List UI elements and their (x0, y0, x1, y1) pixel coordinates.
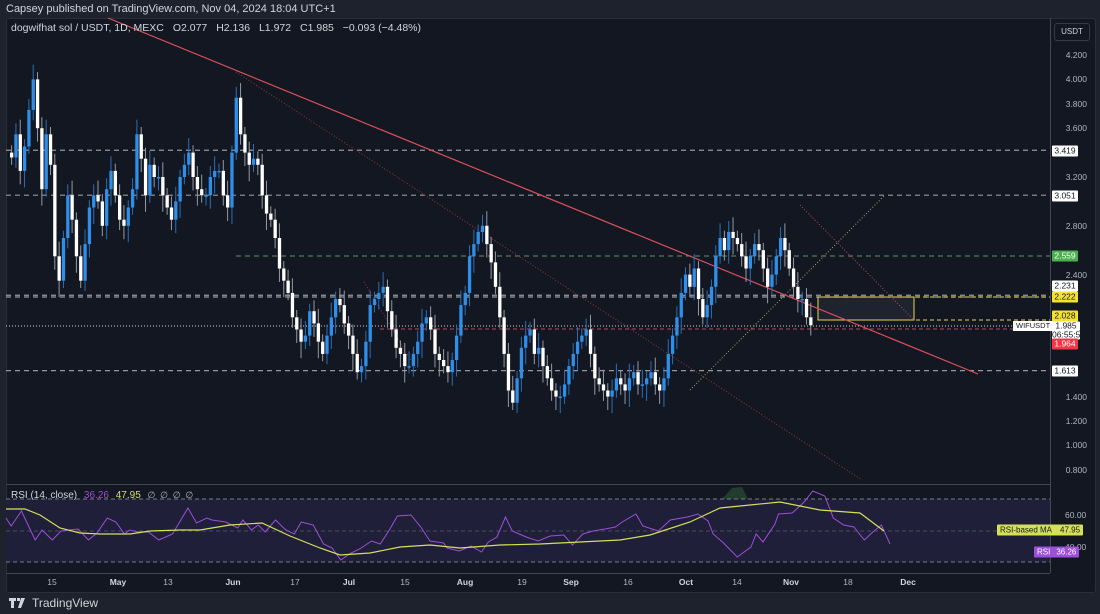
price-level-label: 2.222 (1052, 291, 1078, 303)
rsi-ma-value: 47.95 (115, 490, 141, 501)
rsi-tag: RSI 36.26 (1034, 546, 1080, 558)
price-tick: 4.000 (1065, 74, 1087, 85)
price-tick: 2.800 (1065, 220, 1087, 231)
price-tick: 2.400 (1065, 269, 1087, 280)
time-tick: 13 (163, 577, 173, 587)
null-icon: ∅ (147, 490, 156, 500)
time-tick: 15 (47, 577, 57, 587)
ohlc-high: H2.136 (216, 22, 251, 34)
time-tick: Jul (342, 577, 356, 587)
price-tick: 1.400 (1065, 391, 1087, 402)
time-tick: Sep (563, 577, 579, 587)
price-tick: 1.000 (1065, 440, 1087, 451)
price-tick: 0.800 (1065, 464, 1087, 475)
time-tick: 14 (732, 577, 742, 587)
time-axis[interactable]: 15 May 13 Jun 17 Jul 15 Aug 19 Sep 16 Oct 14 Nov 18 Dec (6, 573, 1050, 592)
price-level-label: 1.985 (1052, 321, 1080, 331)
price-tick: 4.200 (1065, 50, 1087, 60)
price-level-label: 2.559 (1052, 250, 1078, 262)
time-tick: 19 (517, 577, 527, 587)
ohlc-close: C1.985 (300, 22, 334, 34)
rsi-tag-label: RSI (1037, 547, 1051, 557)
time-tick: Nov (782, 577, 800, 587)
pane-separator[interactable] (6, 484, 1050, 485)
rsi-axis-tick: 60.00 (1065, 510, 1087, 520)
time-tick: May (109, 577, 127, 587)
publish-bar: Capsey published on TradingView.com, Nov… (0, 0, 1100, 18)
price-level-label: 1.964 (1052, 338, 1078, 350)
currency-button[interactable]: USDT (1054, 23, 1090, 41)
ohlc-open: O2.077 (172, 22, 208, 34)
rsi-ma-tag: RSI-based MA 47.95 (997, 524, 1084, 536)
footer-brand: TradingView (8, 596, 98, 610)
null-icon: ∅ (185, 490, 194, 500)
rsi-ma-tag-value: 47.95 (1060, 525, 1081, 535)
symbol-title[interactable]: dogwifhat sol / USDT, 1D, MEXC (11, 22, 164, 34)
symbol-tag: WIFUSDT (1013, 321, 1054, 331)
rsi-title[interactable]: RSI (14, close) (11, 490, 78, 501)
time-tick: 16 (623, 577, 633, 587)
price-tick: 3.600 (1065, 123, 1087, 134)
ohlc-low: L1.972 (258, 22, 292, 34)
ohlc-change: −0.093 (−4.48%) (342, 22, 422, 34)
publish-info: Capsey published on TradingView.com, Nov… (6, 3, 336, 15)
null-icon: ∅ (172, 490, 181, 500)
null-icon: ∅ (160, 490, 169, 500)
time-tick: Jun (225, 577, 241, 587)
time-tick: Aug (456, 577, 474, 587)
chart-legend: dogwifhat sol / USDT, 1D, MEXC O2.077 H2… (11, 22, 427, 34)
time-tick: 18 (843, 577, 853, 587)
price-level-label: 2.028 (1052, 310, 1078, 322)
price-tick: 3.200 (1065, 172, 1087, 182)
price-level-label: 06:55:59 (1052, 329, 1086, 340)
price-level-label: 1.613 (1052, 365, 1078, 377)
time-tick: Oct (678, 577, 694, 587)
tradingview-logo-icon (9, 598, 25, 608)
rsi-legend: RSI (14, close) 36.26 47.95 ∅ ∅ ∅ ∅ (11, 490, 193, 501)
rsi-ma-tag-label: RSI-based MA (1000, 525, 1053, 535)
time-tick: 15 (400, 577, 410, 587)
price-level-label: 3.051 (1052, 190, 1078, 202)
price-tick: 3.800 (1065, 98, 1087, 109)
price-tick: 1.200 (1065, 416, 1087, 426)
rsi-value: 36.26 (83, 490, 109, 501)
price-level-label: 3.419 (1052, 145, 1078, 157)
price-axis[interactable]: 4.200 4.000 3.800 3.600 3.200 2.800 2.400 1.400… (1050, 18, 1095, 573)
time-tick: 17 (290, 577, 300, 587)
rsi-tag-value: 36.26 (1056, 547, 1077, 557)
time-tick: Dec (900, 577, 916, 587)
brand-name: TradingView (32, 596, 99, 610)
price-level-label: 2.231 (1052, 280, 1078, 292)
